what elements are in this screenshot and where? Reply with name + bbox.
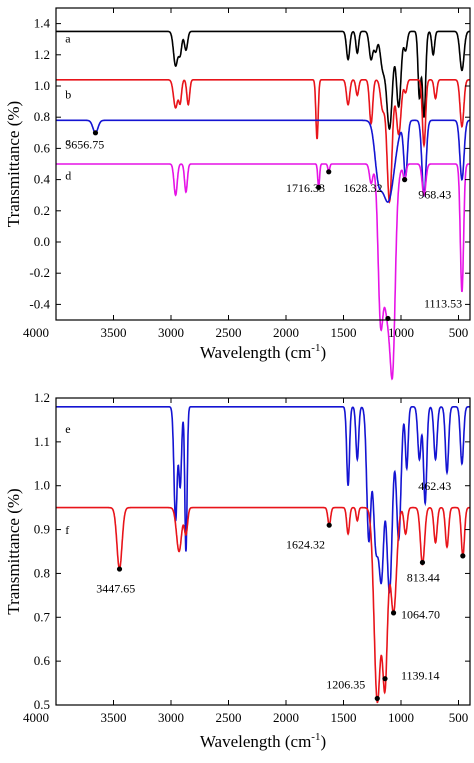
p1-y-tick-label-9: 1.4 bbox=[34, 16, 51, 31]
p2-peak-marker-4 bbox=[390, 610, 397, 616]
panel-bottom: e f 3447.65 1624.32 1206.35 1139.14 1064.70 813… bbox=[4, 390, 471, 751]
p1-x-tick-label-1: 3500 bbox=[101, 325, 127, 340]
p2-y-tick-label-6: 1.1 bbox=[34, 434, 50, 449]
p2-y-tick-label-5: 1.0 bbox=[34, 478, 50, 493]
p2-peak-marker-6 bbox=[460, 553, 466, 559]
p1-y-tick-label-3: 0.2 bbox=[34, 203, 50, 218]
p1-series-b-label: b bbox=[65, 87, 71, 101]
p1-x-tick-label-6: 1000 bbox=[388, 325, 414, 340]
p2-y-tick-label-4: 0.9 bbox=[34, 522, 50, 537]
p1-peak-marker-3 bbox=[402, 177, 408, 183]
p1-y-tick-label-2: 0.0 bbox=[34, 234, 50, 249]
p1-series-d-line bbox=[56, 163, 470, 381]
p2-series-f-label: f bbox=[65, 523, 69, 537]
p2-x-tick-label-1: 3500 bbox=[101, 710, 127, 725]
p2-series-e-label: e bbox=[65, 422, 70, 436]
p1-peak-label-4: 1113.53 bbox=[424, 297, 462, 311]
p2-y-tick-label-1: 0.6 bbox=[34, 653, 51, 668]
p2-y-tick-label-7: 1.2 bbox=[34, 390, 50, 405]
p1-y-axis-title: Transmittance (%) bbox=[4, 101, 23, 227]
p1-peak-marker-0 bbox=[92, 130, 99, 136]
p1-x-tick-label-3: 2500 bbox=[216, 325, 242, 340]
p2-x-tick-label-6: 1000 bbox=[388, 710, 414, 725]
p1-series-d-label: d bbox=[65, 169, 71, 183]
p1-peak-marker-2 bbox=[326, 169, 332, 175]
p1-x-tick-label-7: 500 bbox=[449, 325, 469, 340]
p1-y-tick-label-6: 0.8 bbox=[34, 109, 50, 124]
p2-peak-marker-0 bbox=[116, 566, 123, 572]
p2-x-tick-label-4: 2000 bbox=[273, 710, 299, 725]
p2-y-tick-label-3: 0.8 bbox=[34, 565, 50, 580]
p1-series-c-label: c bbox=[65, 134, 70, 148]
p2-series-f-line bbox=[56, 506, 471, 704]
p1-peak-marker-1 bbox=[316, 184, 322, 190]
p2-series-e-line bbox=[56, 405, 470, 594]
p1-x-tick-label-4: 2000 bbox=[273, 325, 299, 340]
p1-y-tick-label-7: 1.0 bbox=[34, 78, 50, 93]
p1-series-b-line bbox=[56, 79, 470, 204]
p1-series-c-line bbox=[56, 119, 470, 203]
p1-x-tick-label-5: 1500 bbox=[331, 325, 357, 340]
p1-y-tick-label-8: 1.2 bbox=[34, 47, 50, 62]
p2-y-tick-label-2: 0.7 bbox=[34, 609, 51, 624]
p1-peak-label-1: 1716.33 bbox=[286, 181, 325, 195]
p1-x-tick-label-0: 4000 bbox=[23, 325, 49, 340]
p1-x-tick-label-2: 3000 bbox=[158, 325, 184, 340]
p2-x-tick-label-0: 4000 bbox=[23, 710, 49, 725]
p1-y-tick-label-1: -0.2 bbox=[29, 265, 50, 280]
p2-peak-marker-2 bbox=[374, 695, 380, 702]
p1-y-tick-label-5: 0.6 bbox=[34, 140, 51, 155]
p1-peak-label-3: 968.43 bbox=[418, 187, 451, 201]
p2-peak-marker-3 bbox=[382, 676, 388, 682]
p2-x-tick-label-2: 3000 bbox=[158, 710, 184, 725]
p2-peak-marker-5 bbox=[419, 559, 426, 566]
p1-series-a-line bbox=[56, 30, 470, 131]
p2-y-axis-title: Transmittance (%) bbox=[4, 488, 23, 614]
p2-x-axis-title: Wavelength (cm-1) bbox=[200, 731, 326, 751]
p1-plot-frame bbox=[55, 7, 471, 321]
p2-peak-label-5: 813.44 bbox=[407, 570, 440, 584]
p2-peak-marker-1 bbox=[326, 522, 332, 528]
p2-y-tick-label-0: 0.5 bbox=[34, 697, 50, 712]
p2-x-tick-label-7: 500 bbox=[449, 710, 469, 725]
p2-peak-label-2: 1206.35 bbox=[326, 677, 365, 691]
p2-peak-label-3: 1139.14 bbox=[401, 669, 440, 683]
p2-x-tick-label-3: 2500 bbox=[216, 710, 242, 725]
p1-y-tick-label-0: -0.4 bbox=[29, 296, 50, 311]
p2-peak-label-0: 3447.65 bbox=[96, 581, 135, 595]
p1-x-axis-title: Wavelength (cm-1) bbox=[200, 342, 326, 362]
p1-peak-label-2: 1628.32 bbox=[344, 181, 383, 195]
p2-x-tick-label-5: 1500 bbox=[331, 710, 357, 725]
p1-y-tick-label-4: 0.4 bbox=[34, 172, 51, 187]
p1-series-a-label: a bbox=[65, 31, 71, 45]
p2-plot-frame bbox=[55, 397, 471, 706]
panel-top: a b c d 3656.75 1716.33 1628.32 968.43 1113.53 40… bbox=[4, 7, 471, 381]
p1-peak-label-0: 3656.75 bbox=[65, 137, 104, 151]
p2-peak-label-6: 462.43 bbox=[418, 479, 451, 493]
p2-peak-label-1: 1624.32 bbox=[286, 537, 325, 551]
p2-peak-label-4: 1064.70 bbox=[401, 608, 440, 622]
